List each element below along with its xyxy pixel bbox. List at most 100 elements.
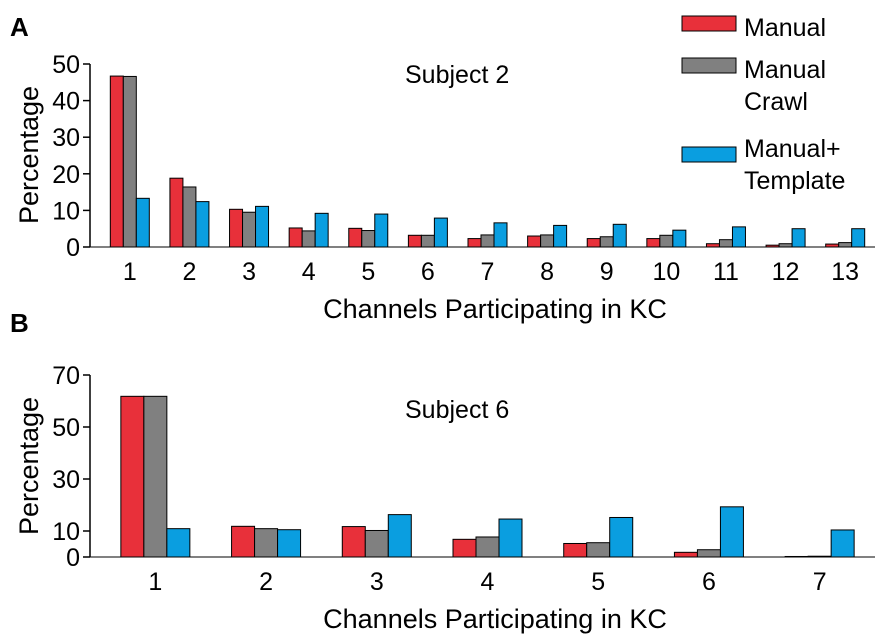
panel-a-bar bbox=[659, 234, 674, 248]
panel-b-bar bbox=[387, 514, 412, 558]
panel-b-bar bbox=[719, 506, 744, 558]
panel-b-x-tick-label: 7 bbox=[813, 568, 827, 596]
panel-a-bar bbox=[467, 238, 482, 248]
panel-a-ylabel: Percentage bbox=[14, 86, 44, 224]
panel-b-plot: 010 30 50 70 1 2 3 4 5 6 7 bbox=[52, 362, 875, 596]
panel-a-bar bbox=[851, 228, 866, 248]
panel-a-bar bbox=[348, 227, 363, 248]
panel-a-x-tick-label: 12 bbox=[772, 258, 800, 286]
panel-a-bar bbox=[255, 205, 270, 248]
panel-a-bar bbox=[361, 230, 376, 248]
panel-a-y-tick-label: 0 bbox=[66, 234, 80, 262]
panel-b-letter: B bbox=[10, 308, 29, 338]
panel-b-xlabel: Channels Participating in KC bbox=[323, 604, 667, 634]
panel-a-x-tick-label: 4 bbox=[302, 258, 316, 286]
panel-b-x-tick-label: 6 bbox=[702, 568, 716, 596]
panel-b-bar bbox=[341, 526, 366, 558]
panel-a-x-tick-label: 1 bbox=[123, 258, 137, 286]
legend-label: Crawl bbox=[744, 88, 808, 116]
panel-b-x-tick-label: 4 bbox=[481, 568, 495, 596]
legend-label: Manual+ bbox=[744, 135, 841, 163]
panel-b-bar bbox=[254, 528, 279, 558]
panel-a-bar bbox=[135, 197, 150, 248]
panel-b-bar bbox=[563, 542, 588, 558]
panel-a-bar bbox=[646, 238, 661, 248]
panel-b-x-tick-label: 1 bbox=[148, 568, 162, 596]
panel-a-bar bbox=[731, 226, 746, 248]
panel-a-bar bbox=[182, 186, 197, 248]
panel-a-bar bbox=[672, 229, 687, 248]
panel-a-y-tick-label: 50 bbox=[52, 51, 80, 79]
panel-a-bar bbox=[493, 222, 508, 248]
panel-b-bar bbox=[673, 551, 698, 558]
legend-swatch bbox=[681, 57, 737, 74]
panel-a-x-tick-label: 5 bbox=[361, 258, 375, 286]
panel-a-y-tick-label: 40 bbox=[52, 88, 80, 116]
panel-b-bar bbox=[452, 538, 477, 558]
panel-b-x-tick-label: 2 bbox=[259, 568, 273, 596]
panel-a-bar bbox=[122, 75, 137, 248]
panel-a-bar bbox=[586, 238, 601, 248]
panel-a-bar bbox=[288, 227, 303, 248]
legend-label: Manual bbox=[744, 14, 826, 42]
panel-a-x-tick-label: 10 bbox=[652, 258, 680, 286]
panel-a-y-tick-label: 10 bbox=[52, 197, 80, 225]
panel-a-x-tick-label: 2 bbox=[182, 258, 196, 286]
panel-a-y-tick-label: 20 bbox=[52, 161, 80, 189]
panel-b-y-tick-label: 50 bbox=[52, 414, 80, 442]
legend-label: Manual bbox=[744, 56, 826, 84]
panel-a-bar bbox=[433, 217, 448, 248]
panel-a-bar bbox=[718, 239, 733, 248]
panel-a-bar bbox=[407, 234, 422, 248]
panel-a-title: Subject 2 bbox=[405, 61, 509, 89]
panel-a-x-tick-label: 3 bbox=[242, 258, 256, 286]
panel-a-xlabel: Channels Participating in KC bbox=[323, 294, 667, 324]
panel-b-ylabel: Percentage bbox=[14, 397, 44, 535]
panel-b-y-tick-label: 70 bbox=[52, 362, 80, 390]
panel-b-bar bbox=[609, 516, 634, 558]
panel-b-bar bbox=[696, 549, 721, 558]
panel-b-bar bbox=[830, 529, 855, 558]
panel-a-x-tick-label: 9 bbox=[600, 258, 614, 286]
panel-a-bar bbox=[612, 223, 627, 248]
panel-a-bar bbox=[540, 234, 555, 248]
panel-a-bar bbox=[480, 234, 495, 248]
panel-a-x-tick-label: 8 bbox=[540, 258, 554, 286]
legend: Manual Manual Crawl Manual+ Template bbox=[681, 14, 845, 195]
panel-a-letter: A bbox=[10, 12, 29, 42]
panel-b-x-tick-label: 5 bbox=[591, 568, 605, 596]
panel-b-bar bbox=[498, 518, 523, 558]
panel-b-bar bbox=[364, 529, 389, 558]
panel-a-bar bbox=[838, 242, 853, 248]
panel-a-bar bbox=[420, 234, 435, 248]
panel-b-bar bbox=[231, 525, 256, 558]
panel-b-bar bbox=[120, 395, 145, 558]
panel-b-y-tick-label: 30 bbox=[52, 466, 80, 494]
legend-swatch bbox=[681, 15, 737, 32]
panel-a-bar bbox=[553, 224, 568, 248]
panel-a-x-tick-label: 13 bbox=[831, 258, 859, 286]
panel-b-x-tick-label: 3 bbox=[370, 568, 384, 596]
panel-a-bar bbox=[229, 208, 244, 248]
panel-a-x-tick-label: 7 bbox=[481, 258, 495, 286]
panel-a-y-tick-label: 30 bbox=[52, 124, 80, 152]
panel-a-bar bbox=[314, 212, 329, 248]
panel-b-title: Subject 6 bbox=[405, 396, 509, 424]
panel-b-bar bbox=[166, 528, 191, 558]
panel-a-bar bbox=[374, 213, 389, 248]
panel-a-x-tick-label: 6 bbox=[421, 258, 435, 286]
legend-label: Template bbox=[744, 167, 845, 195]
panel-a-bar bbox=[301, 230, 316, 248]
panel-a-bar bbox=[195, 201, 210, 248]
panel-a-bar bbox=[242, 211, 257, 248]
panel-b-y-tick-label: 0 bbox=[66, 544, 80, 572]
panel-a-x-tick-label: 11 bbox=[713, 258, 739, 286]
panel-b-bar bbox=[143, 395, 168, 558]
panel-a-bar bbox=[169, 177, 184, 248]
panel-a-bar bbox=[109, 75, 124, 248]
legend-swatch bbox=[681, 146, 737, 163]
panel-a-bar bbox=[791, 228, 806, 248]
panel-b-bar bbox=[277, 529, 302, 558]
